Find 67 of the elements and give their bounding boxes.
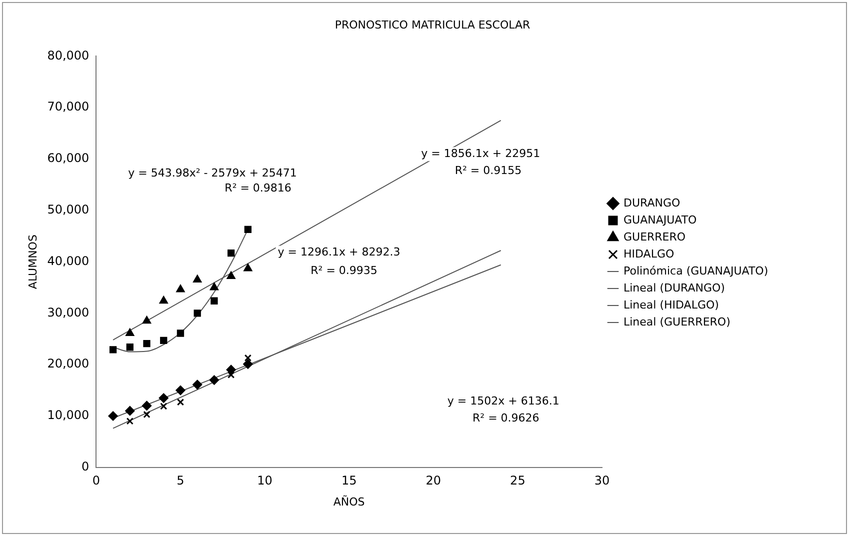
y-tick-label: 20,000 (47, 356, 90, 371)
x-tick-label: 10 (257, 474, 272, 488)
point (244, 264, 252, 272)
x-tick-label: 30 (594, 474, 610, 488)
annotation: y = 1856.1x + 22951 (421, 146, 540, 160)
annotation: R² = 0.9155 (454, 164, 522, 178)
y-tick-label: 50,000 (47, 202, 90, 217)
chart-title: PRONOSTICO MATRICULA ESCOLAR (334, 18, 531, 32)
annotation: R² = 0.9816 (224, 181, 292, 194)
point (126, 328, 134, 336)
point (159, 296, 168, 304)
point (226, 271, 236, 279)
y-tick-label: 30,000 (47, 305, 90, 320)
point (160, 336, 168, 344)
y-tick-label: 10,000 (47, 408, 90, 422)
point (142, 400, 152, 410)
point (126, 344, 134, 351)
annotation: R² = 0.9626 (472, 412, 540, 425)
x-tick-label: 25 (510, 474, 526, 488)
point (243, 359, 253, 369)
x-tick-label: 5 (176, 474, 184, 488)
legend-label: GUANAJUATO (624, 213, 698, 226)
legend-label: Lineal (DURANGO) (624, 281, 725, 294)
legend-label: DURANGO (624, 196, 680, 210)
point (192, 380, 202, 390)
x-tick-label: 20 (426, 474, 442, 488)
point (226, 364, 236, 374)
point (227, 249, 235, 257)
annotation: y = 543.98x² - 2579x + 25471 (128, 166, 297, 180)
point (244, 354, 252, 362)
point (160, 402, 168, 410)
legend-label: Polinómica (GUANAJUATO) (624, 264, 768, 278)
point (244, 226, 252, 233)
point (142, 316, 151, 324)
x-tick-label: 15 (341, 474, 357, 488)
point (193, 275, 202, 283)
annotation: R² = 0.9935 (310, 264, 378, 278)
y-tick-label: 70,000 (47, 100, 90, 114)
point (194, 310, 201, 317)
point (158, 393, 168, 403)
legend-label: Lineal (GUERRERO) (624, 315, 730, 328)
x-axis-title: AÑOS (333, 494, 365, 508)
point (176, 284, 185, 292)
point (176, 330, 184, 337)
x-tick-label: 0 (92, 474, 100, 488)
y-tick-label: 60,000 (47, 151, 90, 166)
y-tick-label: 0 (82, 460, 90, 474)
point (227, 371, 235, 378)
point (126, 418, 134, 425)
point (210, 282, 218, 290)
point (210, 297, 218, 304)
point (109, 346, 117, 354)
y-tick-label: 80,000 (47, 48, 90, 62)
point (143, 410, 150, 418)
y-axis-title: ALUMNOS (26, 234, 40, 290)
annotation: y = 1296.1x + 8292.3 (278, 246, 400, 259)
point (125, 406, 135, 416)
point (209, 375, 219, 385)
point (176, 398, 184, 406)
legend-label: Lineal (HIDALGO) (624, 298, 719, 312)
annotation: y = 1502x + 6136.1 (447, 394, 560, 408)
legend-label: GUERRERO (624, 230, 686, 244)
legend-label: HIDALGO (624, 247, 674, 260)
point (143, 340, 150, 348)
point (108, 411, 118, 421)
point (176, 386, 186, 396)
y-tick-label: 40,000 (47, 254, 90, 268)
